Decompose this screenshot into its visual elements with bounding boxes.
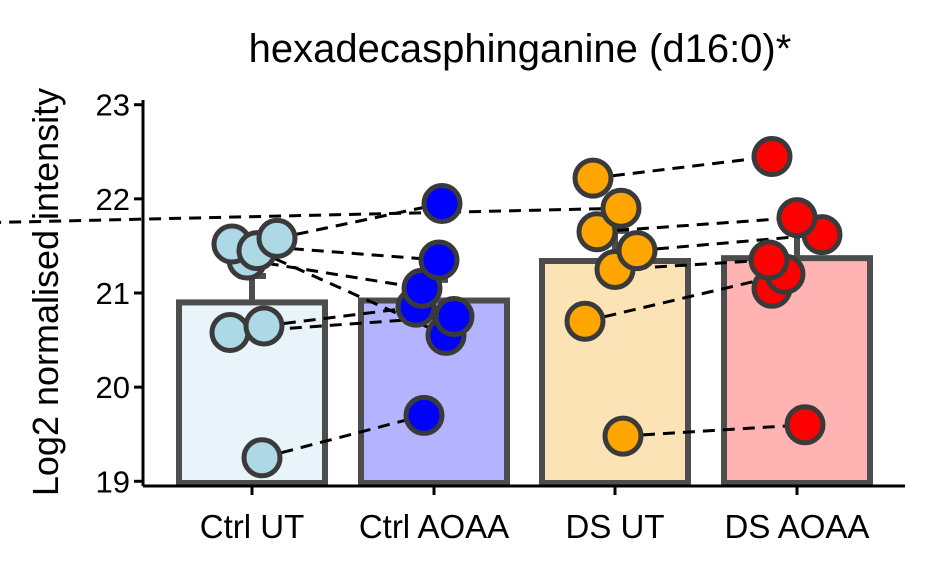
paired-line [231,242,440,262]
data-point [602,415,644,457]
data-point [256,217,298,259]
data-point [784,404,826,446]
data-point [241,437,283,479]
y-tick-label: 20 [96,370,130,405]
chart-title: hexadecasphinganine (d16:0)* [249,27,792,71]
data-point [616,230,658,272]
bar-ds-aoaa [721,255,873,487]
paired-line [0,206,622,224]
x-tick-label: DS UT [566,508,665,545]
y-tick-label: 22 [96,182,130,217]
data-point [748,239,790,281]
data-point [209,312,251,354]
data-point [243,305,285,347]
paired-line [622,423,806,438]
data-point [600,187,642,229]
y-tick-label: 21 [96,276,130,311]
y-tick-label: 19 [96,464,130,499]
data-point [564,300,606,342]
data-point [418,239,460,281]
x-tick-label: DS AOAA [725,508,870,545]
paired-line [246,258,423,290]
paired-line [636,233,823,253]
data-point [403,394,445,436]
paired-line [276,202,443,240]
data-point [776,197,818,239]
plot-area: 19 20 21 22 23 Ctrl UT Ctrl AOAA DS UT DS AOAA [0,88,905,545]
data-point [751,135,793,177]
paired-line [584,272,786,323]
paired-line [592,154,773,180]
data-point [433,296,475,338]
data-point [576,211,618,253]
paired-line [256,249,447,337]
paired-line [261,413,425,460]
data-point [572,157,614,199]
paired-line [596,216,798,234]
x-tick-label: Ctrl UT [200,508,304,545]
data-point [421,183,463,225]
x-tick-label: Ctrl AOAA [359,508,509,545]
y-tick-label: 23 [96,88,130,123]
y-axis-label: Log2 normalised intensity [25,88,66,496]
